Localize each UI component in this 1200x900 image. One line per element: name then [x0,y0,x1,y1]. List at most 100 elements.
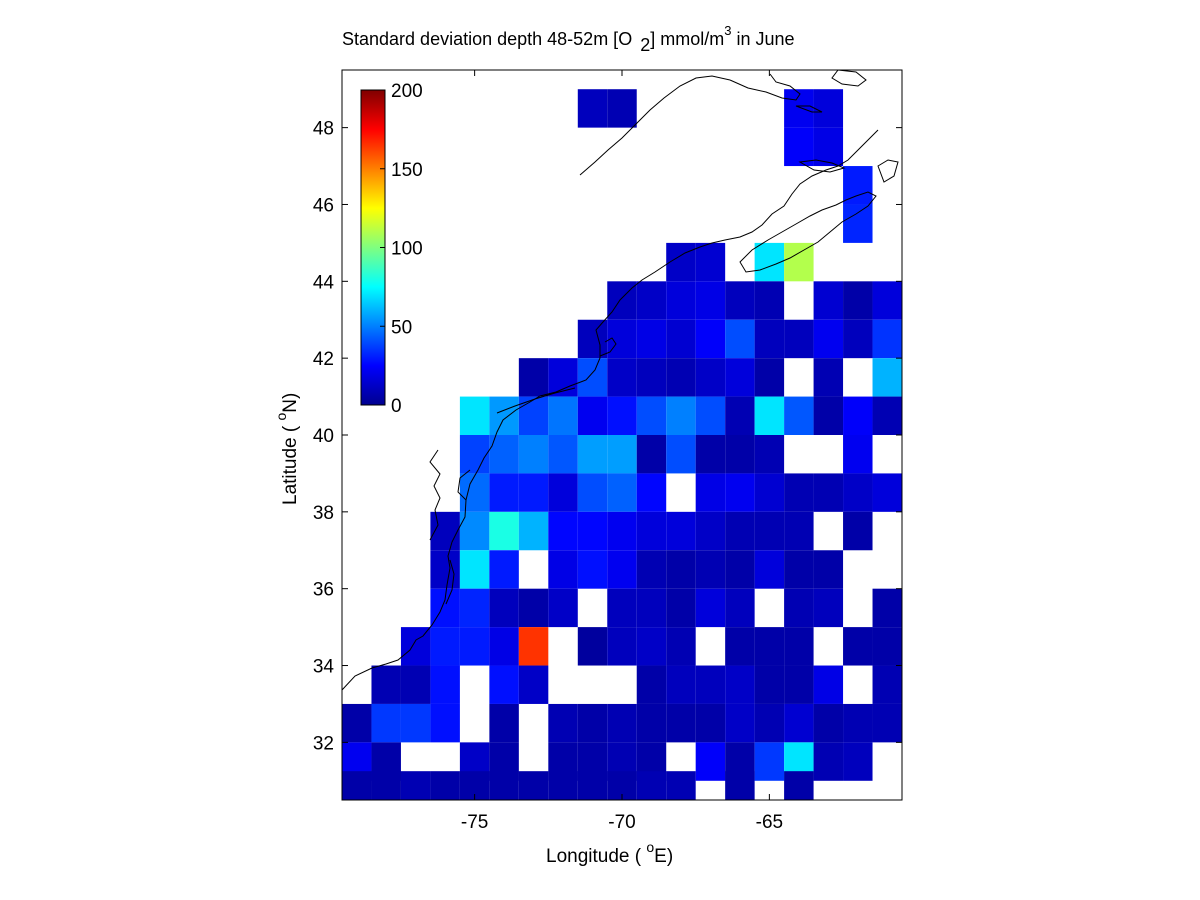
heatmap-cell [577,435,608,474]
heatmap-cell [489,703,519,743]
heatmap-cell [754,627,785,666]
heatmap-cell [666,511,696,551]
heatmap-cell [518,771,549,800]
heatmap-cell [577,319,608,359]
y-tick-label: 32 [313,733,334,754]
heatmap-cell [489,435,519,474]
coastline-pei [798,159,846,173]
heatmap-cell [607,473,637,512]
heatmap-cell [459,435,490,474]
heatmap-cell [666,281,696,320]
heatmap-cell [725,396,755,435]
heatmap-cell [459,588,490,628]
heatmap-cell [872,281,902,320]
y-tick-label: 36 [313,580,334,601]
colorbar-tick-label: 50 [391,317,412,338]
heatmap-cell [636,665,667,704]
heatmap-cell [636,358,667,397]
heatmap-cell [784,473,814,512]
heatmap-cell [754,550,785,589]
heatmap-cell [548,771,578,800]
heatmap-cell [695,319,726,359]
heatmap-cell [754,319,785,359]
heatmap-cell [400,703,431,743]
heatmap-cell [813,127,844,167]
heatmap-cell [666,627,696,666]
heatmap-cell [548,396,578,435]
heatmap-cell [459,396,490,435]
coastline-st-lawrence [579,75,731,176]
heatmap-cell [754,703,785,743]
coastline-cape-breton [877,159,899,183]
heatmap-cell [813,473,844,512]
heatmap-cell [607,281,637,320]
heatmap-cell [430,588,460,628]
heatmap-cell [577,358,608,397]
heatmap-cell [548,703,578,743]
heatmap-cell [784,588,814,628]
heatmap-cell [430,771,460,800]
heatmap-cell [725,319,755,359]
heatmap-cell [813,358,844,397]
heatmap-cell [872,396,902,435]
heatmap-cell [577,473,608,512]
heatmap-cell [725,435,755,474]
heatmap-cell [607,358,637,397]
heatmap-cell [577,396,608,435]
heatmap-cell [784,771,814,800]
heatmap-cell [725,550,755,589]
heatmap-cell [695,281,726,320]
heatmap-cell [813,89,844,128]
heatmap-cell [430,550,460,589]
heatmap-cell [342,703,372,743]
heatmap-cell [754,396,785,435]
heatmap-cell [577,511,608,551]
heatmap-cell [695,358,726,397]
heatmap-cell [636,588,667,628]
heatmap-cell [607,396,637,435]
coastline [341,69,899,691]
y-tick-label: 44 [313,272,335,293]
heatmap-cell [489,473,519,512]
x-tick-label: -75 [461,812,488,833]
x-tick-label: -70 [608,812,635,833]
heatmap-cell [725,771,755,800]
heatmap-cell [843,281,873,320]
heatmap-cell [518,473,549,512]
colorbar: 200 150 100 50 0 [360,81,423,417]
heatmap-cell [489,771,519,800]
heatmap-cell [784,396,814,435]
heatmap-cell [843,473,873,512]
heatmap-cell [430,665,460,704]
heatmap-cell [843,435,873,474]
heatmap-cell [459,550,490,589]
heatmap-cell [636,550,667,589]
heatmap-cell [518,435,549,474]
heatmap-cell [459,627,490,666]
heatmap-cell [725,588,755,628]
coastline-long-island [496,387,576,414]
heatmap-cell [843,511,873,551]
heatmap-cell [636,473,667,512]
y-axis-label: Latitude ( oN) [273,393,301,505]
y-tick-label: 42 [313,349,334,370]
heatmap-cell [518,665,549,704]
heatmap-cell [843,204,873,243]
heatmap-cell [695,550,726,589]
heatmap-cell [666,358,696,397]
heatmap-cell [400,771,431,800]
heatmap-cell [872,588,902,628]
heatmap-cell [489,627,519,666]
heatmap-cell [784,319,814,359]
heatmap-cell [843,627,873,666]
heatmap-cell [577,627,608,666]
chart-title: Standard deviation depth 48-52m [O 2] mmo… [342,23,795,55]
heatmap-cell [666,550,696,589]
heatmap-cell [489,511,519,551]
heatmap-cell [636,319,667,359]
heatmap-cell [695,435,726,474]
heatmap-cell [371,771,401,800]
heatmap-cell [843,396,873,435]
heatmap-cell [666,396,696,435]
heatmap-cell [695,473,726,512]
